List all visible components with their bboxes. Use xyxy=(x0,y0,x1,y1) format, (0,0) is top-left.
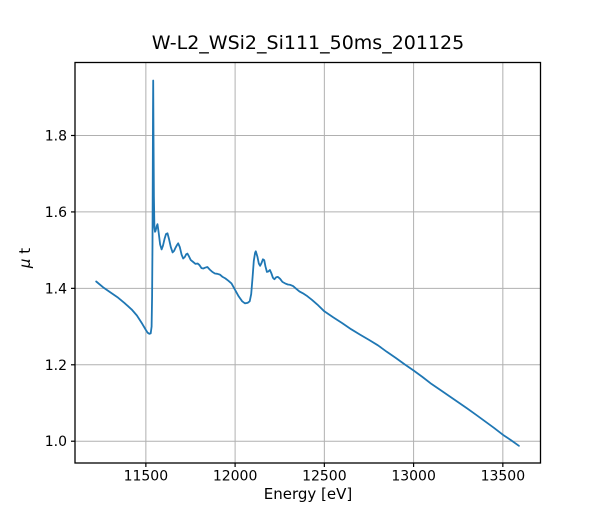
plot-background xyxy=(75,62,541,463)
x-tick-label: 13000 xyxy=(391,469,436,485)
x-tick-label: 12000 xyxy=(213,469,258,485)
y-axis-label: μ t xyxy=(16,248,34,268)
chart-title: W-L2_WSi2_Si111_50ms_201125 xyxy=(151,32,465,54)
y-axis-label-t: t xyxy=(16,247,34,259)
x-axis-label: Energy [eV] xyxy=(263,485,353,503)
x-tick-label: 11500 xyxy=(124,469,169,485)
x-tick-label: 12500 xyxy=(302,469,347,485)
spectrum-line xyxy=(95,79,520,447)
y-tick-label: 1.4 xyxy=(45,281,67,297)
x-tick-label: 13500 xyxy=(481,469,526,485)
y-tick-label: 1.0 xyxy=(45,434,67,450)
axes-spines xyxy=(74,61,542,464)
y-tick-label: 1.6 xyxy=(45,205,67,221)
y-tick-label: 1.2 xyxy=(45,358,67,374)
y-tick-label: 1.8 xyxy=(45,128,67,144)
y-axis-label-mu: μ xyxy=(16,258,34,269)
